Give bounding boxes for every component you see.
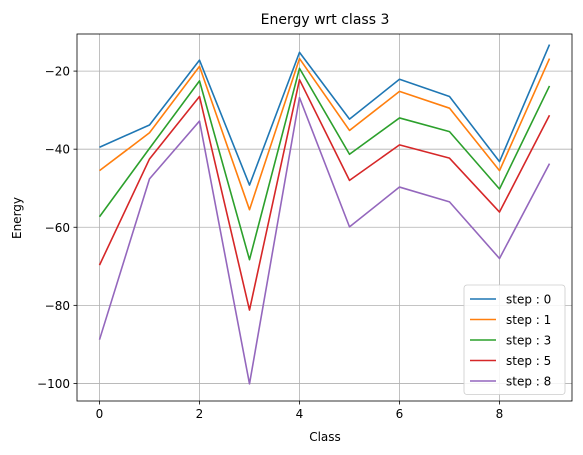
y-tick-label: −20 xyxy=(45,65,70,79)
y-axis-title: Energy xyxy=(10,197,24,239)
x-tick-label: 0 xyxy=(96,407,104,421)
legend-label: step : 8 xyxy=(506,375,551,389)
plot-frame xyxy=(76,33,573,402)
y-tick-label: −40 xyxy=(45,143,70,157)
series-layer xyxy=(98,44,551,385)
series-line-4 xyxy=(98,96,551,385)
legend: step : 0 step : 1 step : 3 step : 5 step : 8 xyxy=(463,284,566,395)
series-line-3 xyxy=(98,78,551,311)
x-axis-title: Class xyxy=(309,430,341,444)
series-line-0 xyxy=(99,44,551,186)
legend-label: step : 1 xyxy=(506,313,551,327)
y-tick-label: −60 xyxy=(45,221,70,235)
legend-label: step : 0 xyxy=(506,293,551,307)
legend-box xyxy=(463,284,566,395)
series-line-1 xyxy=(99,57,551,211)
y-tick-label: −80 xyxy=(45,299,70,313)
x-tick-label: 2 xyxy=(196,407,204,421)
y-tick-label: −100 xyxy=(37,377,70,391)
chart-title: Energy wrt class 3 xyxy=(261,12,390,28)
legend-label: step : 3 xyxy=(506,334,551,348)
x-tick-label: 4 xyxy=(296,407,304,421)
ticks: 0 2 4 6 8 −100 −80 −60 −40 −20 xyxy=(37,65,503,421)
series-line-2 xyxy=(98,67,551,261)
x-tick-label: 6 xyxy=(396,407,404,421)
legend-label: step : 5 xyxy=(506,354,551,368)
x-tick-label: 8 xyxy=(496,407,504,421)
